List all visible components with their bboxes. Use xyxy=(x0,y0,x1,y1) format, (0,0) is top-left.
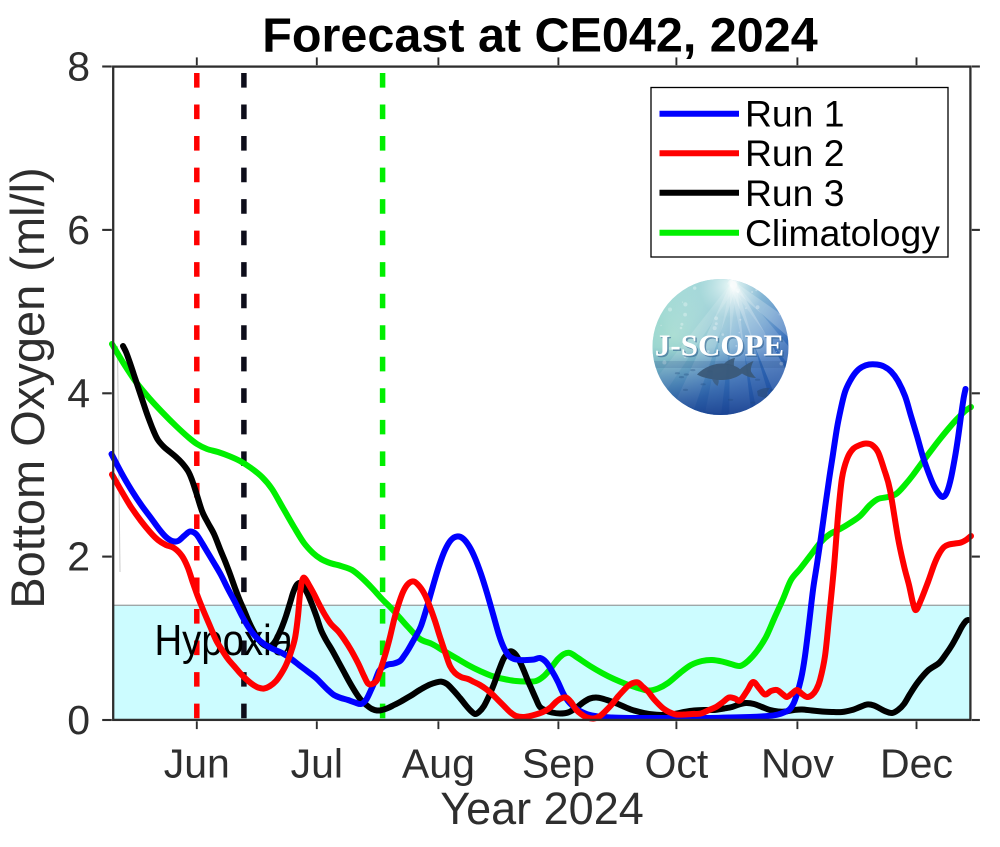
svg-text:Sep: Sep xyxy=(522,741,595,787)
svg-text:Nov: Nov xyxy=(761,741,834,787)
svg-text:Dec: Dec xyxy=(880,741,953,787)
svg-text:Jun: Jun xyxy=(164,741,230,787)
svg-text:Bottom Oxygen (ml/l): Bottom Oxygen (ml/l) xyxy=(1,167,54,608)
svg-text:J-SCOPE: J-SCOPE xyxy=(656,329,785,364)
svg-text:Forecast at CE042, 2024: Forecast at CE042, 2024 xyxy=(262,9,817,63)
svg-text:Run 1: Run 1 xyxy=(745,93,845,135)
svg-text:Jul: Jul xyxy=(291,741,343,787)
svg-text:6: 6 xyxy=(67,207,90,253)
svg-text:8: 8 xyxy=(67,44,90,90)
svg-text:2: 2 xyxy=(67,534,90,580)
svg-text:Run 2: Run 2 xyxy=(745,132,845,174)
svg-text:Climatology: Climatology xyxy=(745,212,940,254)
svg-text:J-SCOPE: J-SCOPE xyxy=(655,328,784,363)
svg-text:Year 2024: Year 2024 xyxy=(440,783,644,834)
svg-text:Aug: Aug xyxy=(402,741,475,787)
svg-text:Run 3: Run 3 xyxy=(745,172,845,214)
svg-text:0: 0 xyxy=(67,697,90,743)
svg-text:4: 4 xyxy=(67,370,90,416)
svg-text:Oct: Oct xyxy=(645,741,709,787)
